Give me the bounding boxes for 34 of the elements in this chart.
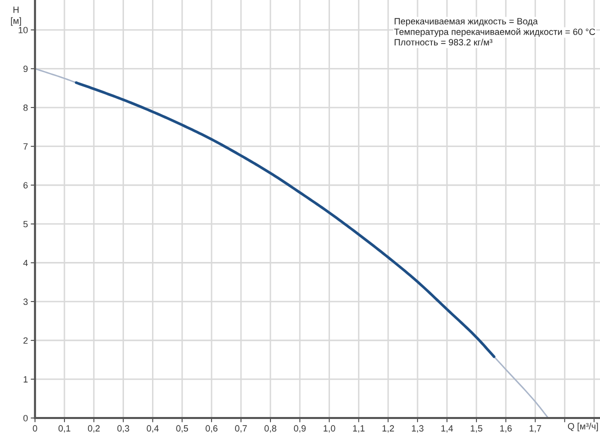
x-tick-label: 0,6 bbox=[206, 425, 218, 433]
x-tick-label: 1,0 bbox=[324, 425, 336, 433]
y-tick-label: 10 bbox=[18, 26, 28, 34]
x-tick-label: 1,1 bbox=[353, 425, 365, 433]
y-tick-label: 2 bbox=[23, 337, 28, 344]
annotation: Перекачиваемая жидкость = Вода bbox=[394, 18, 538, 26]
x-tick-label: 1,3 bbox=[412, 425, 424, 433]
x-tick-label: 0,3 bbox=[117, 425, 130, 433]
y-tick-label: 9 bbox=[23, 66, 28, 72]
x-tick-label: 0,7 bbox=[235, 425, 247, 433]
y-tick-label: 5 bbox=[23, 221, 28, 228]
y-tick-label: 3 bbox=[23, 298, 28, 305]
x-tick-label: 0,9 bbox=[294, 425, 306, 433]
x-tick-label: 1,6 bbox=[500, 425, 512, 433]
y-tick-label: 0 bbox=[23, 414, 28, 422]
x-tick-label: 0,4 bbox=[146, 425, 159, 433]
x-tick-label: 1,5 bbox=[470, 425, 482, 433]
x-tick-label: 1,4 bbox=[441, 425, 453, 433]
y-tick-label: 4 bbox=[23, 260, 28, 266]
x-tick-label: 0 bbox=[32, 425, 38, 432]
y-tick-label: 8 bbox=[23, 104, 28, 111]
x-axis-title: Q [м³/ч] bbox=[568, 422, 598, 432]
y-tick-label: 6 bbox=[23, 182, 28, 188]
x-tick-label: 0,8 bbox=[264, 425, 276, 433]
annotation: Температура перекачиваемой жидкости = 60 °C bbox=[394, 28, 596, 37]
x-tick-label: 0,5 bbox=[176, 425, 188, 433]
x-tick-label: 0,1 bbox=[58, 425, 70, 433]
x-tick-label: 1,2 bbox=[382, 425, 394, 433]
x-tick-label: 0,2 bbox=[88, 425, 100, 433]
annotation: Плотность = 983.2 кг/м³ bbox=[394, 38, 492, 46]
y-tick-label: 1 bbox=[24, 376, 28, 382]
y-tick-label: 7 bbox=[24, 143, 28, 150]
y-axis-title: H [м] bbox=[11, 6, 21, 26]
x-tick-label: 1,7 bbox=[530, 425, 542, 433]
